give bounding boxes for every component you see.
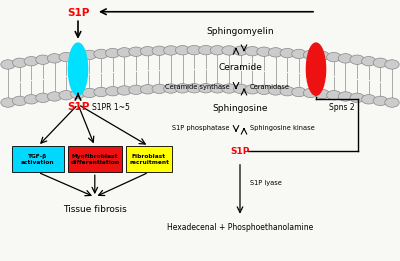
- Text: Ceramide: Ceramide: [218, 63, 262, 72]
- Circle shape: [117, 48, 132, 57]
- FancyBboxPatch shape: [126, 146, 172, 172]
- Circle shape: [257, 85, 271, 94]
- Text: Sphingosine: Sphingosine: [212, 104, 268, 113]
- Circle shape: [268, 48, 283, 57]
- Text: Sphingosine kinase: Sphingosine kinase: [250, 125, 315, 131]
- Text: Hexadecenal + Phosphoethanolamine: Hexadecenal + Phosphoethanolamine: [167, 223, 313, 232]
- Circle shape: [292, 49, 306, 59]
- Circle shape: [210, 45, 225, 55]
- Text: Ceramide synthase: Ceramide synthase: [165, 85, 230, 90]
- Ellipse shape: [68, 43, 88, 95]
- Circle shape: [71, 89, 85, 99]
- Circle shape: [315, 51, 329, 61]
- Text: S1P: S1P: [230, 147, 250, 156]
- Text: S1PR 1~5: S1PR 1~5: [92, 103, 130, 112]
- Circle shape: [59, 91, 73, 100]
- Circle shape: [222, 46, 236, 55]
- Circle shape: [280, 48, 294, 58]
- Circle shape: [187, 84, 201, 93]
- Text: S1P phosphatase: S1P phosphatase: [172, 125, 230, 131]
- Circle shape: [106, 86, 120, 96]
- Circle shape: [71, 51, 85, 61]
- Circle shape: [152, 84, 166, 93]
- Circle shape: [257, 47, 271, 56]
- Circle shape: [338, 54, 353, 63]
- Circle shape: [24, 94, 38, 104]
- Circle shape: [36, 93, 50, 103]
- FancyBboxPatch shape: [68, 146, 122, 172]
- Circle shape: [234, 46, 248, 55]
- Circle shape: [362, 56, 376, 66]
- Circle shape: [327, 52, 341, 62]
- Text: S1P lyase: S1P lyase: [250, 180, 282, 186]
- Circle shape: [315, 89, 329, 99]
- Circle shape: [164, 84, 178, 93]
- Circle shape: [292, 87, 306, 97]
- Circle shape: [373, 58, 388, 68]
- Circle shape: [350, 55, 364, 64]
- Circle shape: [222, 84, 236, 93]
- Circle shape: [268, 86, 283, 95]
- Circle shape: [245, 85, 260, 94]
- Circle shape: [350, 93, 364, 103]
- Circle shape: [164, 46, 178, 55]
- Circle shape: [82, 50, 97, 60]
- FancyBboxPatch shape: [12, 146, 64, 172]
- Circle shape: [303, 88, 318, 98]
- Text: Ceramidase: Ceramidase: [250, 85, 290, 90]
- Text: S1P: S1P: [67, 8, 89, 18]
- Circle shape: [59, 52, 73, 62]
- Circle shape: [106, 48, 120, 58]
- Circle shape: [373, 96, 388, 106]
- Circle shape: [82, 88, 97, 98]
- Circle shape: [47, 92, 62, 101]
- Circle shape: [210, 84, 225, 93]
- Circle shape: [175, 45, 190, 55]
- Text: Fibroblast
recruitment: Fibroblast recruitment: [129, 154, 169, 165]
- Circle shape: [175, 84, 190, 93]
- Circle shape: [245, 46, 260, 56]
- Circle shape: [94, 49, 108, 59]
- Circle shape: [234, 84, 248, 93]
- Circle shape: [12, 96, 27, 106]
- Circle shape: [12, 58, 27, 68]
- Circle shape: [199, 45, 213, 55]
- Text: TGF-β
activation: TGF-β activation: [21, 154, 55, 165]
- Circle shape: [362, 94, 376, 104]
- Circle shape: [199, 84, 213, 93]
- Circle shape: [280, 86, 294, 96]
- Text: Tissue fibrosis: Tissue fibrosis: [63, 205, 127, 214]
- Circle shape: [303, 50, 318, 60]
- Circle shape: [140, 46, 155, 56]
- Circle shape: [327, 91, 341, 100]
- Circle shape: [36, 55, 50, 64]
- Circle shape: [24, 56, 38, 66]
- Circle shape: [152, 46, 166, 55]
- Circle shape: [385, 98, 399, 107]
- Circle shape: [187, 45, 201, 55]
- Ellipse shape: [306, 43, 326, 95]
- Circle shape: [1, 98, 15, 107]
- Circle shape: [117, 86, 132, 95]
- Circle shape: [140, 85, 155, 94]
- Circle shape: [129, 85, 143, 94]
- Text: Myofibroblast
differentiation: Myofibroblast differentiation: [70, 154, 120, 165]
- Circle shape: [94, 87, 108, 97]
- Circle shape: [47, 54, 62, 63]
- Circle shape: [385, 60, 399, 69]
- Circle shape: [129, 47, 143, 56]
- Text: Sphingomyelin: Sphingomyelin: [206, 27, 274, 36]
- Text: Spns 2: Spns 2: [329, 103, 354, 112]
- Circle shape: [338, 92, 353, 101]
- Circle shape: [1, 60, 15, 69]
- Text: S1P: S1P: [67, 102, 89, 112]
